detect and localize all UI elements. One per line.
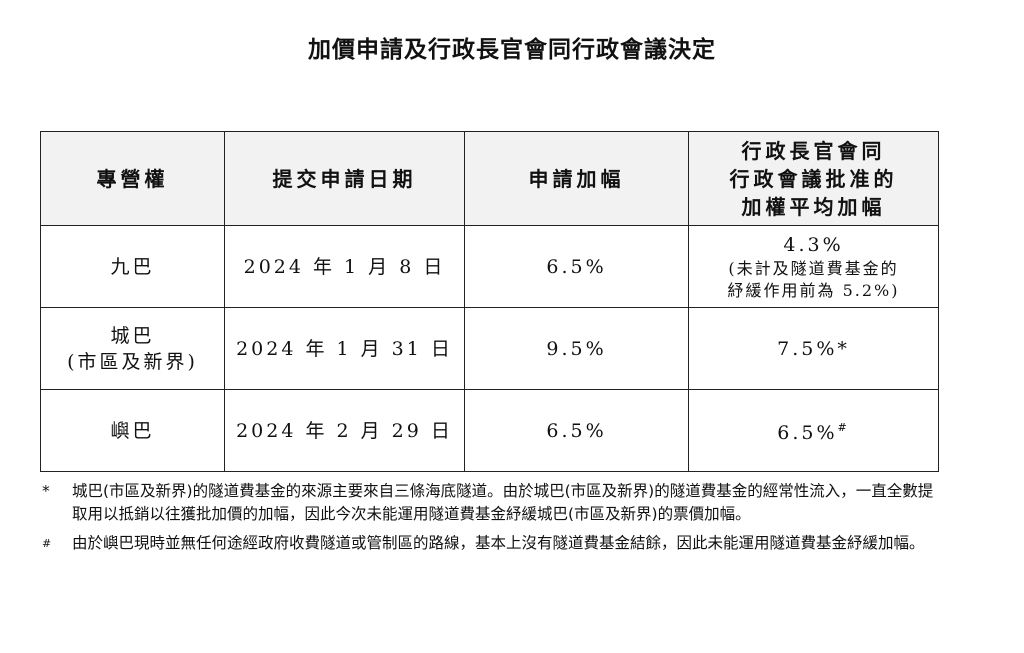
franchise-name: 城巴 — [110, 324, 155, 347]
page-title: 加價申請及行政長官會同行政會議決定 — [308, 37, 716, 63]
cell-approved: 7.5%* — [688, 307, 939, 390]
cell-franchise: 九巴 — [40, 225, 225, 308]
approved-value: 6.5% — [777, 422, 838, 444]
footnote: # 由於嶼巴現時並無任何途經政府收費隧道或管制區的路線，基本上沒有隧道費基金結餘… — [40, 532, 940, 555]
fare-increase-table: 專營權 提交申請日期 申請加幅 行政長官會同 行政會議批准的 加權平均加幅 九巴… — [40, 131, 939, 472]
approved-note-line1: (未計及隧道費基金的 — [728, 258, 899, 278]
header-date: 提交申請日期 — [224, 131, 465, 226]
cell-increase: 6.5% — [464, 389, 689, 472]
cell-franchise: 嶼巴 — [40, 389, 225, 472]
approved-value: 4.3% — [783, 233, 844, 256]
cell-date: 2024 年 1 月 31 日 — [224, 307, 465, 390]
approved-value: 7.5%* — [777, 337, 850, 360]
footnote: * 城巴(市區及新界)的隧道費基金的來源主要來自三條海底隧道。由於城巴(市區及新… — [40, 480, 940, 526]
footnote-mark: * — [42, 482, 50, 500]
table-row: 城巴 (市區及新界) 2024 年 1 月 31 日 9.5% 7.5%* — [40, 307, 939, 390]
footnote-mark: # — [42, 537, 52, 550]
header-approved-line1: 行政長官會同 — [741, 138, 886, 163]
footnote-text: 城巴(市區及新界)的隧道費基金的來源主要來自三條海底隧道。由於城巴(市區及新界)… — [72, 482, 934, 523]
footnote-mark-hash: # — [837, 421, 850, 434]
table-header-row: 專營權 提交申請日期 申請加幅 行政長官會同 行政會議批准的 加權平均加幅 — [40, 131, 939, 226]
header-approved-line3: 加權平均加幅 — [741, 194, 886, 219]
cell-date: 2024 年 1 月 8 日 — [224, 225, 465, 308]
cell-franchise: 城巴 (市區及新界) — [40, 307, 225, 390]
franchise-name: 嶼巴 — [110, 419, 155, 442]
franchise-name: 九巴 — [110, 255, 155, 278]
franchise-subname: (市區及新界) — [67, 350, 198, 373]
table-row: 嶼巴 2024 年 2 月 29 日 6.5% 6.5%# — [40, 389, 939, 472]
header-franchise: 專營權 — [40, 131, 225, 226]
footnotes: * 城巴(市區及新界)的隧道費基金的來源主要來自三條海底隧道。由於城巴(市區及新… — [40, 480, 940, 561]
cell-approved: 6.5%# — [688, 389, 939, 472]
cell-increase: 9.5% — [464, 307, 689, 390]
header-increase: 申請加幅 — [464, 131, 689, 226]
approved-note-line2: 紓緩作用前為 5.2%) — [727, 280, 900, 300]
table-row: 九巴 2024 年 1 月 8 日 6.5% 4.3% (未計及隧道費基金的 紓… — [40, 225, 939, 308]
header-approved: 行政長官會同 行政會議批准的 加權平均加幅 — [688, 131, 939, 226]
cell-approved: 4.3% (未計及隧道費基金的 紓緩作用前為 5.2%) — [688, 225, 939, 308]
cell-increase: 6.5% — [464, 225, 689, 308]
footnote-text: 由於嶼巴現時並無任何途經政府收費隧道或管制區的路線，基本上沒有隧道費基金結餘，因… — [72, 534, 925, 552]
header-approved-line2: 行政會議批准的 — [729, 166, 898, 191]
cell-date: 2024 年 2 月 29 日 — [224, 389, 465, 472]
